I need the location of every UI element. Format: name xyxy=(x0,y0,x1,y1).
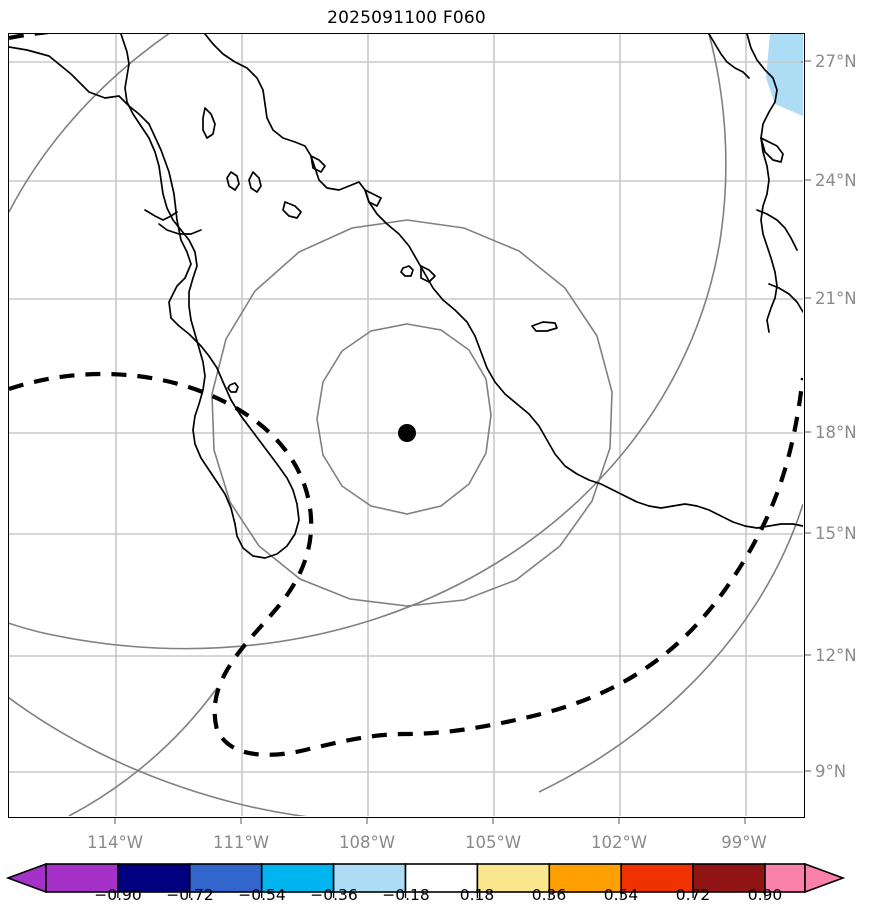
colorbar-tick-7: 0.54 xyxy=(603,886,639,904)
colorbar-seg-9 xyxy=(692,863,766,893)
lat-tick-27n: 27°N xyxy=(815,52,857,71)
colorbar-tick-5: 0.18 xyxy=(459,886,495,904)
lat-tick-24n: 24°N xyxy=(815,171,857,190)
wind-radii-contours xyxy=(9,34,803,816)
colorbar-tick-3: −0.36 xyxy=(310,886,358,904)
colorbar-tick-6: 0.36 xyxy=(531,886,567,904)
negative-value-contour xyxy=(9,34,803,757)
colorbar-tick-9: 0.90 xyxy=(747,886,783,904)
lon-tick-108w: 108°W xyxy=(338,833,396,852)
colorbar-seg-7 xyxy=(548,863,622,893)
colorbar-tick-2: −0.54 xyxy=(238,886,286,904)
map-plot-area[interactable] xyxy=(8,33,805,818)
colorbar-seg-10 xyxy=(764,863,806,893)
lon-tick-105w: 105°W xyxy=(464,833,522,852)
colorbar-seg-1 xyxy=(117,863,191,893)
colorbar-tick-1: −0.72 xyxy=(166,886,214,904)
colorbar-seg-2 xyxy=(189,863,263,893)
colorbar-tick-4: −0.18 xyxy=(382,886,430,904)
colorbar-tick-0: −0.90 xyxy=(94,886,142,904)
gridlines xyxy=(9,34,803,816)
coastline xyxy=(9,34,803,559)
colorbar-tick-8: 0.72 xyxy=(675,886,711,904)
colorbar-seg-3 xyxy=(260,863,335,893)
colorbar[interactable]: −0.90 −0.72 −0.54 −0.36 −0.18 0.18 0.36 … xyxy=(0,858,873,924)
colorbar-swatches xyxy=(5,862,846,898)
colorbar-over-arrow xyxy=(804,862,846,894)
right-axis-ticks xyxy=(805,60,811,772)
storm-center-marker[interactable] xyxy=(398,424,416,442)
lat-tick-18n: 18°N xyxy=(815,423,857,442)
colorbar-seg-0 xyxy=(45,863,119,893)
colorbar-seg-4 xyxy=(332,863,407,893)
page-title: 2025091100 F060 xyxy=(327,8,486,28)
lon-tick-111w: 111°W xyxy=(212,833,270,852)
lon-tick-102w: 102°W xyxy=(590,833,648,852)
lon-tick-99w: 99°W xyxy=(721,833,767,852)
colorbar-seg-8 xyxy=(620,863,694,893)
colorbar-under-arrow xyxy=(5,862,47,894)
map-graphics xyxy=(9,34,803,816)
shaded-region-positive xyxy=(766,34,803,116)
bottom-axis-ticks xyxy=(114,818,746,824)
lat-tick-15n: 15°N xyxy=(815,524,857,543)
lon-tick-114w: 114°W xyxy=(86,833,144,852)
lat-tick-21n: 21°N xyxy=(815,289,857,308)
lat-tick-12n: 12°N xyxy=(815,646,857,665)
lat-tick-9n: 9°N xyxy=(815,762,847,781)
